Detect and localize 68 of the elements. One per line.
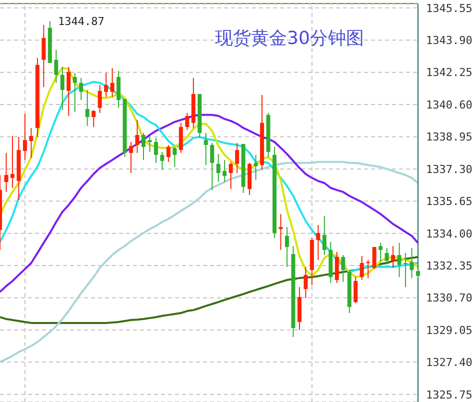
candlestick [304,266,308,298]
y-tick-label: 1340.60 [426,98,472,112]
candlestick [135,119,140,154]
candlestick [166,144,170,162]
candlestick [254,154,258,180]
candlestick [322,215,326,256]
candlestick [278,214,283,250]
candlestick [116,70,121,108]
line-series [0,114,419,293]
candlestick [172,146,177,168]
candlestick [341,254,346,282]
candlestick [354,276,358,304]
candlestick [148,136,152,152]
candlestick [210,142,214,191]
candlestick [378,242,383,263]
candlestick [60,66,64,110]
candlestick [98,84,102,114]
line-series [0,256,419,324]
candlestick [316,224,320,260]
text: 现货黄金30分钟图 [215,27,364,50]
candlestick [366,259,370,279]
candlestick [160,151,164,170]
candlestick [228,161,233,190]
candlestick [4,152,8,192]
candlestick [397,242,402,278]
candlestick [410,247,414,279]
candlestick [216,153,220,183]
candlestick [384,247,389,264]
candlestick [185,112,190,130]
candlestick [222,159,227,183]
candlestick [110,68,114,98]
y-tick-label: 1335.65 [426,195,472,208]
y-tick-label: 1334.00 [426,227,472,240]
candlestick [141,132,146,160]
y-tick-label: 1332.35 [426,259,472,272]
annotation: 1344.87 [58,15,104,28]
candlestick [284,226,289,268]
candlestick [235,142,240,174]
candlestick [54,49,58,84]
y-tick-label: 1337.30 [426,162,472,176]
candlestick [334,251,339,284]
line-series [0,160,419,363]
candlestick [404,252,408,288]
candlestick [22,113,27,160]
candlestick [104,72,108,98]
y-tick-label: 1330.70 [426,292,472,305]
candlestick [85,89,90,126]
candlestick [360,255,364,281]
candlestick [154,137,158,164]
candlestick [391,246,396,268]
y-tick-label: 1342.25 [426,66,472,80]
candlestick [66,66,71,117]
y-tick-label: 1345.55 [426,2,472,15]
y-tick-label: 1325.75 [426,388,472,402]
candlestick [79,77,84,101]
candlestick [42,24,46,88]
y-tick-label: 1343.90 [426,34,472,48]
candlestick [178,122,183,154]
candlestick [72,72,77,112]
y-tick-label: 1338.95 [426,130,472,144]
candlestick [129,142,134,174]
candlestick [204,132,208,166]
candlestick [372,246,376,270]
candlestick [29,127,34,159]
y-tick-label: 1329.05 [426,324,472,337]
candlestick [10,135,14,188]
y-tick-label: 1327.40 [426,356,472,370]
candlestick [92,109,96,128]
